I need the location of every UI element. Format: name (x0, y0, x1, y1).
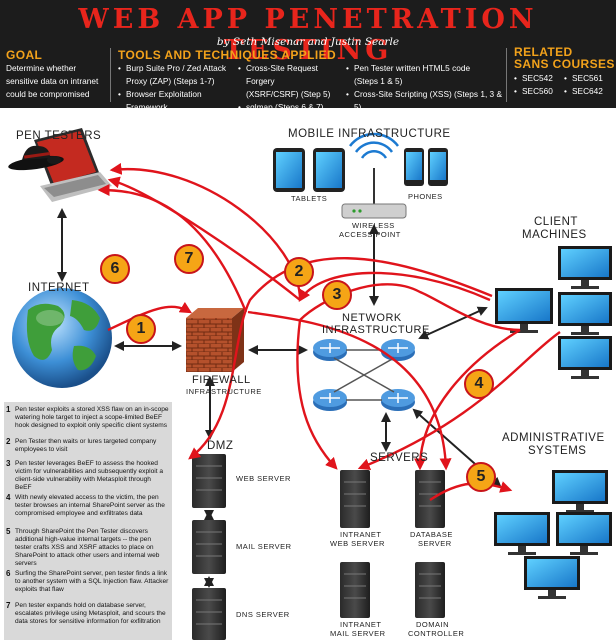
network-switch-icon (381, 339, 415, 361)
network-switch-icon (313, 339, 347, 361)
network-switch-icon (381, 389, 415, 411)
database-label: DATABASE (410, 530, 453, 539)
client-monitor-icon (558, 336, 612, 379)
mail-server-icon (192, 520, 226, 574)
phone-icon (428, 148, 448, 186)
dns-server-icon (192, 588, 226, 640)
dns-server-label: DNS SERVER (236, 610, 290, 619)
phones-label: PHONES (408, 192, 443, 201)
intranet-label: INTRANET (340, 620, 382, 629)
tablet-icon (273, 148, 305, 192)
admin-monitor-icon (556, 512, 612, 555)
access-point-label: ACCESS POINT (339, 230, 401, 239)
tools-col-3: Pen Tester written HTML5 code (Steps 1 &… (346, 62, 502, 127)
client-monitor-icon (558, 246, 612, 289)
client-label: CLIENT (534, 216, 578, 228)
header-banner: WEB APP PENETRATION TESTING by Seth Mise… (0, 0, 616, 127)
web-server-icon (192, 454, 226, 508)
wireless-label: WIRELESS (352, 221, 395, 230)
systems-label: SYSTEMS (528, 445, 587, 457)
connection-arrows (57, 208, 502, 588)
admin-monitor-icon (552, 470, 608, 513)
network-links (333, 349, 395, 401)
goal-text: Determine whether sensitive data on intr… (6, 63, 99, 99)
intranet-label: INTRANET (340, 530, 382, 539)
administrative-label: ADMINISTRATIVE (502, 432, 605, 444)
courses-col-2: SEC561 SEC642 (564, 72, 614, 98)
web-server-label: WEB SERVER (236, 474, 291, 483)
dmz-label: DMZ (207, 440, 234, 452)
tools-col-2: Cross-Site Request Forgery (XSRF/CSRF) (… (238, 62, 342, 127)
servers-label: SERVERS (370, 452, 429, 464)
intranet-mail-server-icon (340, 562, 370, 618)
domain-controller-icon (415, 562, 445, 618)
firewall-infrastructure-label: INFRASTRUCTURE (186, 387, 262, 396)
network-infrastructure-label: INFRASTRUCTURE (322, 324, 430, 336)
tablet-icon (313, 148, 345, 192)
domain-controller-label: CONTROLLER (408, 629, 465, 638)
step-badge-5: 5 (466, 462, 496, 492)
courses-col-1: SEC542 SEC560 (514, 72, 564, 98)
laptop-icon (34, 128, 112, 202)
tablets-label: TABLETS (291, 194, 328, 203)
network-switch-icon (313, 389, 347, 411)
step-badge-1: 1 (126, 314, 156, 344)
firewall-label: FIREWALL (192, 374, 251, 386)
intranet-web-server-icon (340, 470, 370, 528)
admin-monitor-icon (524, 556, 580, 599)
byline: by Seth Misenar and Justin Searle (216, 36, 400, 48)
courses-heading: RELATED SANS COURSES (514, 45, 615, 71)
database-server-label: SERVER (418, 539, 452, 548)
intranet-web-server-label: WEB SERVER (330, 539, 385, 548)
step-badge-3: 3 (322, 280, 352, 310)
machines-label: MACHINES (522, 229, 587, 241)
pen-testers-label: PEN TESTERS (16, 130, 102, 142)
client-monitor-icon (558, 292, 612, 335)
domain-label: DOMAIN (416, 620, 449, 629)
divider (110, 48, 111, 102)
hacker-hat-icon (8, 145, 64, 171)
phone-icon (404, 148, 424, 186)
page-title: WEB APP PENETRATION TESTING (78, 4, 538, 66)
admin-monitor-icon (494, 512, 550, 555)
internet-label: INTERNET (28, 282, 90, 294)
intranet-mail-server-label: MAIL SERVER (330, 629, 386, 638)
step-badge-4: 4 (464, 369, 494, 399)
mail-server-label: MAIL SERVER (236, 542, 292, 551)
goal-heading: GOAL (6, 48, 43, 62)
step-badge-6: 6 (100, 254, 130, 284)
mobile-infrastructure-label: MOBILE INFRASTRUCTURE (288, 128, 451, 140)
globe-icon (12, 288, 112, 388)
network-label: NETWORK (342, 312, 402, 324)
step-badge-7: 7 (174, 244, 204, 274)
wireless-access-point-icon (341, 132, 407, 219)
tools-col-1: Burp Suite Pro / Zed Attack Proxy (ZAP) … (118, 62, 234, 127)
divider (506, 48, 507, 102)
tools-heading: TOOLS AND TECHNIQUES APPLIED (118, 48, 337, 62)
steps-panel: 1 Pen tester exploits a stored XSS flaw … (4, 402, 172, 640)
client-monitor-icon (495, 288, 553, 333)
step-badge-2: 2 (284, 257, 314, 287)
